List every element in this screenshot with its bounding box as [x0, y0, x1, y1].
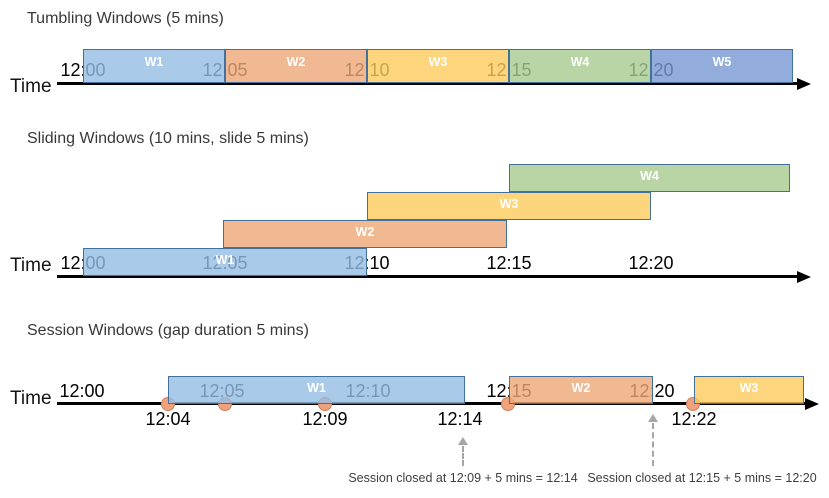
sliding-timeline	[57, 275, 798, 278]
arrow-up-icon	[458, 437, 468, 445]
session-section-title: Session Windows (gap duration 5 mins)	[27, 322, 309, 339]
arrow-right-icon	[797, 271, 811, 283]
tumbling-time-axis-label: Time	[10, 76, 52, 97]
sliding-tick-1220: 12:20	[628, 253, 674, 273]
arrow-right-icon	[797, 78, 811, 90]
arrow-right-icon	[805, 398, 819, 410]
tumbling-window-w5: W5	[651, 49, 793, 83]
window-label: W1	[144, 55, 164, 69]
window-label: W3	[739, 381, 759, 395]
window-label: W1	[307, 381, 326, 395]
tumbling-window-w3: W3	[367, 49, 509, 83]
sliding-time-axis-label: Time	[10, 255, 52, 276]
sliding-window-w2: W2	[223, 220, 507, 248]
window-label: W2	[571, 381, 591, 395]
tumbling-section-title: Tumbling Windows (5 mins)	[27, 10, 224, 27]
session-tick-1200: 12:00	[59, 381, 105, 401]
window-label: W2	[286, 55, 306, 69]
dashed-arrow-line	[652, 423, 654, 466]
tumbling-timeline	[57, 82, 798, 85]
event-time-1209: 12:09	[302, 409, 348, 429]
sliding-section-title: Sliding Windows (10 mins, slide 5 mins)	[27, 130, 309, 147]
session-window-w2: W2	[509, 376, 653, 404]
window-label: W5	[712, 55, 732, 69]
window-label: W1	[215, 253, 235, 267]
event-time-1222: 12:22	[671, 409, 717, 429]
session-window-w3: W3	[694, 376, 804, 404]
close-time-1214: 12:14	[437, 409, 483, 429]
tumbling-window-w4: W4	[509, 49, 651, 83]
sliding-window-w3: W3	[367, 192, 651, 220]
window-label: W4	[640, 169, 659, 183]
tumbling-window-w1: W1	[83, 49, 225, 83]
dashed-arrow-line	[462, 446, 464, 466]
window-label: W3	[499, 197, 519, 211]
window-label: W3	[428, 55, 448, 69]
window-label: W2	[355, 225, 375, 239]
session-close-annotation-1: Session closed at 12:09 + 5 mins = 12:14	[348, 471, 578, 485]
session-window-w1: W1	[168, 376, 465, 404]
window-label: W4	[570, 55, 590, 69]
session-time-axis-label: Time	[10, 388, 52, 409]
sliding-window-w4: W4	[509, 164, 790, 192]
tumbling-window-w2: W2	[225, 49, 367, 83]
session-close-annotation-2: Session closed at 12:15 + 5 mins = 12:20	[587, 471, 817, 485]
sliding-window-w1: W1	[83, 248, 367, 276]
event-time-1204: 12:04	[145, 409, 191, 429]
sliding-tick-1215: 12:15	[486, 253, 532, 273]
arrow-up-icon	[648, 414, 658, 422]
